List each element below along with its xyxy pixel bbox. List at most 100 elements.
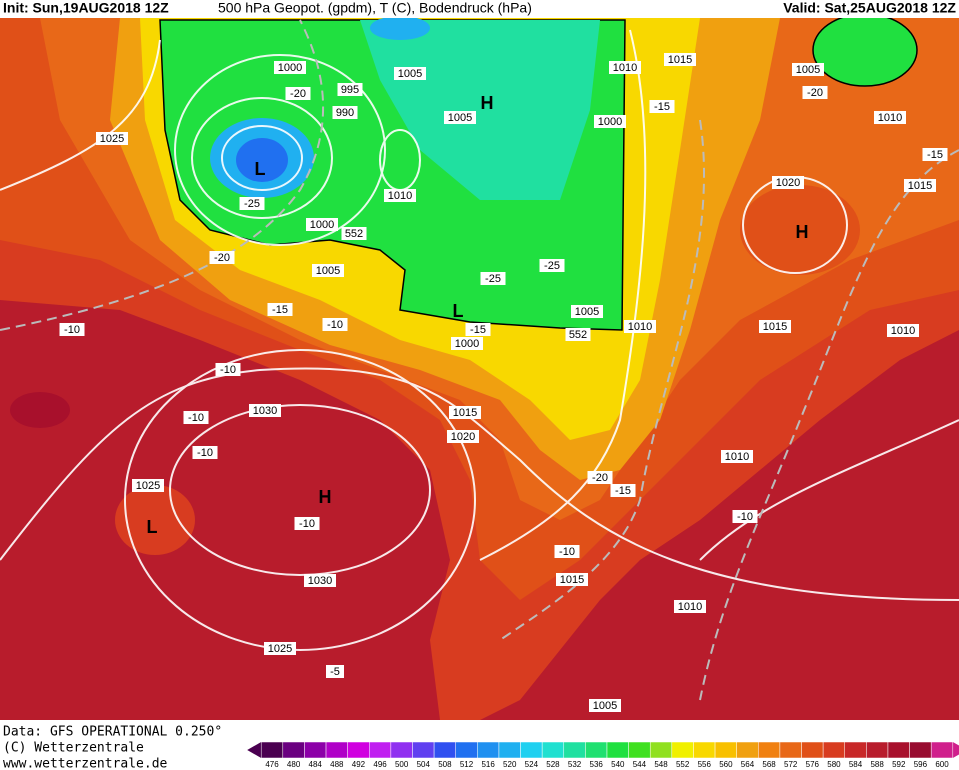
contour-label: 1000: [455, 338, 479, 350]
pressure-center: L: [453, 301, 464, 321]
contour-label: 1030: [253, 405, 277, 417]
contour-label: -20: [290, 88, 306, 100]
contour-label: 1000: [310, 219, 334, 231]
legend-label: 572: [784, 760, 798, 769]
contour-label: 1015: [453, 407, 477, 419]
label-box: [449, 406, 481, 419]
legend-label: 548: [654, 760, 668, 769]
legend-label: 592: [892, 760, 906, 769]
legend-swatch: [606, 741, 629, 759]
legend-swatch: [649, 741, 673, 759]
label-box: [209, 251, 235, 264]
contour-label: -15: [927, 149, 943, 161]
contour-label: -15: [654, 101, 670, 113]
valid-time: Valid: Sat,25AUG2018 12Z: [783, 0, 956, 16]
label-box: [554, 545, 580, 558]
legend-label: 476: [265, 760, 279, 769]
label-box: [337, 83, 363, 96]
contour-label: -25: [485, 273, 501, 285]
legend-label: 488: [330, 760, 344, 769]
contour-label: 990: [336, 107, 354, 119]
label-box: [384, 189, 416, 202]
label-box: [447, 430, 479, 443]
legend-label: 496: [373, 760, 387, 769]
label-box: [96, 132, 128, 145]
label-box: [294, 517, 320, 530]
legend-label: 556: [698, 760, 712, 769]
contour-label: 1010: [628, 321, 652, 333]
label-box: [721, 450, 753, 463]
contour-label: -10: [559, 546, 575, 558]
label-box: [322, 318, 348, 331]
legend-swatch: [477, 741, 500, 759]
legend-swatch: [822, 741, 845, 759]
legend-label: 560: [719, 760, 733, 769]
legend-swatch: [844, 741, 867, 759]
contour-label: 1025: [136, 480, 160, 492]
legend-label: 536: [590, 760, 604, 769]
contour-label: 1015: [560, 574, 584, 586]
contour-label: -20: [807, 87, 823, 99]
label-box: [772, 176, 804, 189]
legend-swatch: [498, 741, 521, 759]
contour-label: 1030: [308, 575, 332, 587]
label-box: [465, 323, 491, 336]
contour-label: 1005: [796, 64, 820, 76]
label-box: [264, 642, 296, 655]
label-box: [792, 63, 824, 76]
label-box: [304, 574, 336, 587]
pressure-center: L: [255, 159, 266, 179]
label-box: [587, 471, 613, 484]
label-box: [215, 363, 241, 376]
legend-label: 504: [417, 760, 431, 769]
legend-swatch: [930, 741, 954, 759]
contour-label: -20: [214, 252, 230, 264]
pressure-center: H: [319, 487, 332, 507]
contour-label: 1025: [100, 133, 124, 145]
contour-label: 995: [341, 84, 359, 96]
contour-label: -20: [592, 472, 608, 484]
label-box: [132, 479, 164, 492]
legend-swatch: [801, 741, 824, 759]
legend-label: 492: [352, 760, 366, 769]
legend-label: 528: [546, 760, 560, 769]
label-box: [887, 324, 919, 337]
legend-label: 508: [438, 760, 452, 769]
legend-swatch: [455, 741, 478, 759]
legend-swatch: [714, 741, 737, 759]
contour-label: -10: [188, 412, 204, 424]
legend-swatch: [693, 741, 716, 759]
label-box: [649, 100, 675, 113]
contour-label: -5: [330, 666, 340, 678]
contour-label: 1005: [448, 112, 472, 124]
label-box: [802, 86, 828, 99]
legend-label: 596: [914, 760, 928, 769]
header-bar: [0, 0, 959, 18]
legend-swatch: [541, 741, 565, 759]
legend-swatch: [628, 741, 651, 759]
contour-label: 552: [345, 228, 363, 240]
legend-label: 524: [525, 760, 539, 769]
label-box: [183, 411, 209, 424]
contour-label: 552: [569, 329, 587, 341]
legend-swatch: [390, 741, 413, 759]
legend-label: 588: [870, 760, 884, 769]
label-box: [326, 665, 344, 678]
contour-label: -15: [615, 485, 631, 497]
label-box: [451, 337, 483, 350]
label-box: [444, 111, 476, 124]
label-box: [285, 87, 311, 100]
isobars: [0, 29, 959, 651]
contour-label: 1025: [268, 643, 292, 655]
legend-swatch: [909, 741, 932, 759]
label-box: [609, 61, 641, 74]
temperature-isotherms: [0, 19, 959, 701]
label-box: [624, 320, 656, 333]
legend-label: 480: [287, 760, 301, 769]
contour-label: -15: [272, 304, 288, 316]
label-box: [732, 510, 758, 523]
legend-label: 544: [633, 760, 647, 769]
label-box: [674, 600, 706, 613]
legend-swatch: [412, 741, 435, 759]
